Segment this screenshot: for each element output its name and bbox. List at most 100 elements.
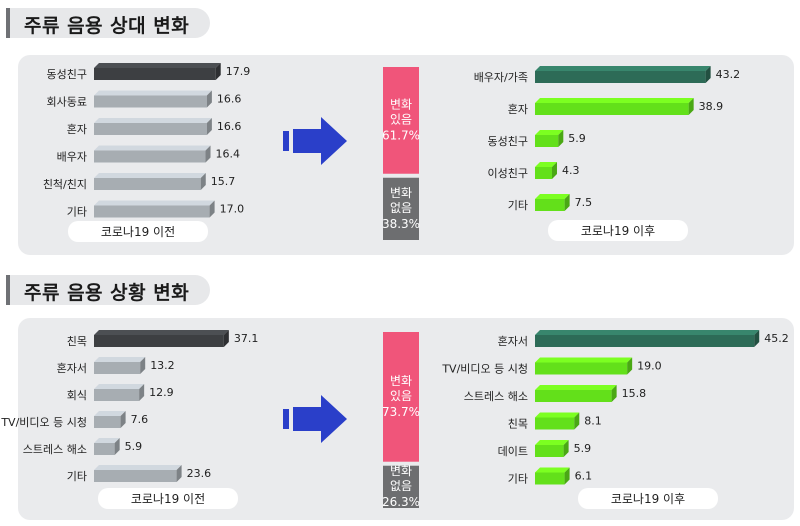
- unchanged-label: 변화 없음: [390, 464, 412, 493]
- before-value-label: 5.9: [125, 440, 142, 453]
- before-bar-top: [94, 118, 212, 123]
- before-bar-side: [120, 411, 126, 428]
- after-bar-face: [535, 199, 565, 211]
- before-category-label: TV/비디오 등 시청: [0, 416, 87, 429]
- after-bar-face: [535, 167, 552, 179]
- before-value-label: 15.7: [211, 175, 236, 188]
- after-caption: 코로나19 이후: [611, 492, 685, 506]
- after-bar: [535, 330, 760, 347]
- before-caption-pill: [68, 221, 208, 242]
- before-category-label: 회식: [67, 389, 87, 402]
- after-bar-face: [535, 103, 689, 115]
- after-bar-top: [535, 467, 570, 473]
- before-bar-top: [94, 63, 221, 68]
- after-bar-side: [574, 412, 580, 430]
- before-bar: [94, 145, 211, 163]
- before-value-label: 17.0: [220, 203, 245, 216]
- arrow-stripe: [283, 131, 289, 151]
- before-bar: [94, 173, 206, 190]
- arrow-body: [293, 117, 347, 165]
- before-bar: [94, 438, 120, 455]
- after-category-label: 스트레스 해소: [464, 389, 528, 403]
- before-bar-top: [94, 411, 126, 416]
- after-bar-side: [563, 440, 569, 457]
- before-bar-face: [94, 335, 224, 347]
- before-bar-face: [94, 443, 115, 455]
- before-caption-pill: [98, 488, 238, 509]
- after-bar-top: [535, 412, 580, 418]
- unchanged-value: 26.3%: [382, 495, 420, 509]
- after-bar: [535, 130, 564, 147]
- after-caption-pill: [548, 220, 688, 241]
- before-bar-top: [94, 438, 120, 443]
- after-bar: [535, 66, 711, 83]
- changed-box: [383, 67, 419, 174]
- before-category-label: 친척/친지: [43, 178, 87, 191]
- changed-value: 61.7%: [382, 128, 420, 142]
- before-value-label: 12.9: [149, 386, 174, 399]
- before-category-label: 친목: [67, 335, 87, 348]
- before-value-label: 7.6: [131, 413, 149, 426]
- panel-situation: 친목 37.1 혼자서 13.2 회식 12.9 TV/비디오 등 시청 7.6 스트레스 해소…: [0, 318, 794, 520]
- before-category-label: 동성친구: [47, 68, 87, 81]
- before-bar: [94, 384, 145, 401]
- before-bar-top: [94, 173, 206, 178]
- after-bar: [535, 412, 580, 430]
- after-category-label: 혼자서: [498, 335, 528, 348]
- after-bar-face: [535, 135, 559, 147]
- after-bar-top: [535, 130, 564, 135]
- after-bar-side: [754, 330, 760, 347]
- before-bar: [94, 118, 212, 135]
- after-bar-top: [535, 98, 694, 103]
- after-category-label: 동성친구: [488, 135, 528, 148]
- after-category-label: 친목: [508, 418, 528, 431]
- before-value-label: 16.6: [217, 120, 242, 133]
- after-value-label: 45.2: [764, 332, 789, 345]
- before-bar-top: [94, 200, 215, 206]
- before-category-label: 혼자: [67, 123, 87, 136]
- before-category-label: 기타: [67, 206, 87, 219]
- after-bar-face: [535, 472, 565, 485]
- before-bar-face: [94, 68, 216, 80]
- before-bar-side: [223, 330, 229, 347]
- after-caption-pill: [578, 488, 718, 509]
- after-category-label: 혼자: [508, 103, 528, 116]
- before-bar-side: [205, 145, 211, 163]
- after-category-label: 기타: [508, 473, 528, 486]
- before-bar: [94, 357, 146, 374]
- before-bar: [94, 465, 182, 482]
- before-value-label: 23.6: [187, 467, 212, 480]
- before-category-label: 기타: [67, 470, 87, 483]
- before-bar: [94, 411, 126, 428]
- after-bar: [535, 467, 570, 485]
- before-bar-top: [94, 465, 182, 470]
- after-bar-side: [705, 66, 711, 83]
- before-bar: [94, 90, 212, 108]
- before-bar-side: [206, 90, 212, 108]
- after-bar: [535, 440, 569, 457]
- after-value-label: 5.9: [568, 132, 586, 145]
- section-title-text: 주류 음용 상대 변화: [24, 15, 190, 37]
- before-bar-side: [206, 118, 212, 135]
- before-bar-face: [94, 205, 210, 218]
- changed-value: 73.7%: [382, 405, 420, 419]
- after-bar-top: [535, 330, 760, 335]
- before-value-label: 16.6: [217, 93, 242, 106]
- after-value-label: 19.0: [637, 360, 662, 373]
- after-value-label: 4.3: [562, 164, 580, 177]
- before-bar-side: [209, 200, 215, 218]
- after-bar-face: [535, 417, 575, 430]
- changed-label: 변화 있음: [390, 97, 412, 126]
- arrow-body: [293, 395, 347, 443]
- before-bar-face: [94, 362, 141, 374]
- before-bar-side: [114, 438, 120, 455]
- after-category-label: 배우자/가족: [474, 71, 528, 84]
- after-bar-face: [535, 445, 564, 457]
- after-bar-top: [535, 385, 617, 390]
- after-value-label: 7.5: [575, 196, 593, 209]
- before-bar-face: [94, 389, 140, 401]
- before-category-label: 배우자: [57, 151, 87, 164]
- before-bar: [94, 200, 215, 218]
- before-bar-face: [94, 178, 201, 190]
- before-bar: [94, 330, 229, 347]
